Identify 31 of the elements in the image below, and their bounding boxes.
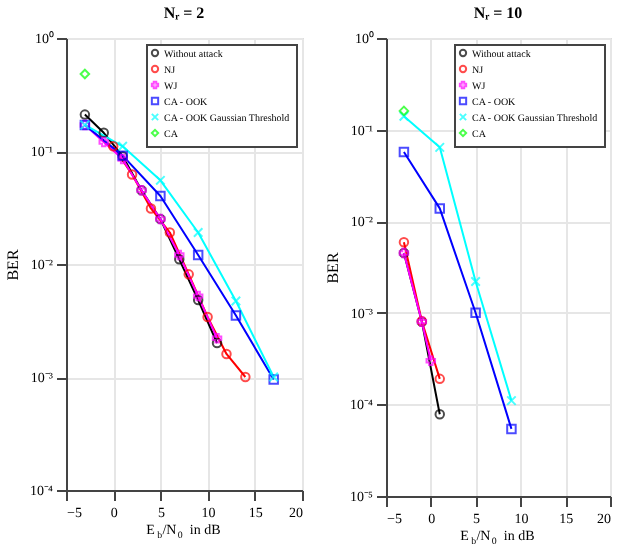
point <box>155 190 166 202</box>
y-axis-title: BER <box>4 248 23 281</box>
point <box>230 295 242 307</box>
point <box>145 203 157 214</box>
point <box>470 276 481 287</box>
point <box>202 311 213 323</box>
point <box>470 307 481 319</box>
point <box>174 254 185 265</box>
point <box>230 310 242 321</box>
point <box>398 146 410 158</box>
point <box>117 141 128 152</box>
point <box>155 175 166 186</box>
point <box>425 355 437 366</box>
point <box>221 348 232 360</box>
point <box>79 68 91 80</box>
point <box>506 423 517 435</box>
point <box>434 203 445 214</box>
point <box>164 227 176 238</box>
point <box>174 249 185 261</box>
point <box>183 269 194 280</box>
point <box>398 105 410 117</box>
point <box>434 142 445 153</box>
chart-title: Nᵣ = 2 <box>163 4 205 22</box>
point <box>192 249 204 261</box>
chart-title: Nᵣ = 10 <box>473 4 523 22</box>
point <box>98 136 109 148</box>
point <box>211 333 223 344</box>
y-axis-title: BER <box>324 251 343 284</box>
point <box>98 127 109 138</box>
point <box>192 227 204 238</box>
point <box>126 169 138 180</box>
